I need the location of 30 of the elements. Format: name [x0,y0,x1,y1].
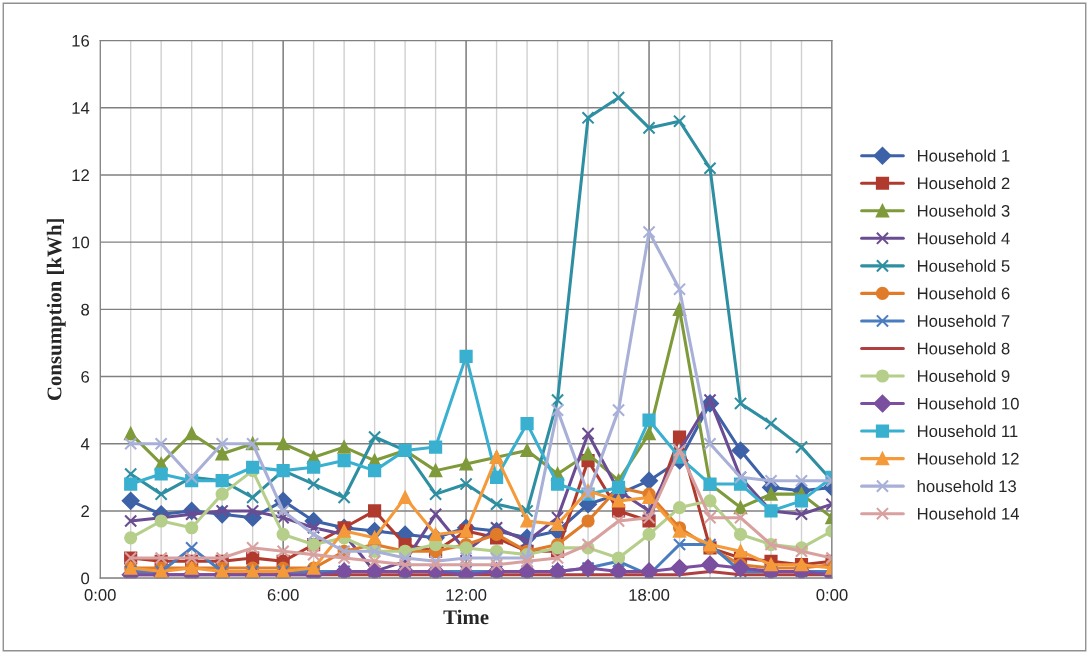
legend-label: Household 4 [918,232,1010,245]
legend-label: Household 7 [918,314,1010,327]
y-tick-label: 16 [72,34,90,47]
x-tick-label: 0:00 [84,588,116,601]
y-tick-label: 4 [80,438,90,450]
x-tick-label: 0:00 [816,588,848,601]
legend-label: Household 9 [918,369,1010,382]
legend-label: Household 3 [918,204,1010,217]
legend-label: Household 5 [918,259,1010,272]
y-axis-title: Consumption [kWh] [46,219,66,401]
y-tick-label: 14 [72,102,90,114]
y-tick-label: 2 [81,505,89,517]
y-tick-label: 8 [81,303,90,316]
legend-label: Household 10 [918,397,1019,410]
legend-label: Household 14 [918,507,1019,520]
legend-label: Household 11 [918,424,1018,438]
legend-label: Household 12 [918,452,1019,465]
x-tick-label: 12:00 [446,588,487,601]
legend-label: household 13 [917,479,1016,493]
legend-label: Household 2 [918,177,1010,190]
y-tick-label: 6 [81,370,90,383]
y-tick-label: 12 [72,169,89,181]
x-tick-label: 18:00 [629,588,670,601]
x-axis-title: Time [443,609,489,625]
y-tick-label: 0 [81,572,90,585]
legend-label: Household 1 [918,149,1010,162]
legend-label: Household 6 [918,287,1010,300]
x-tick-label: 6:00 [267,588,299,601]
legend-label: Household 8 [918,342,1010,355]
y-tick-label: 10 [72,236,90,249]
